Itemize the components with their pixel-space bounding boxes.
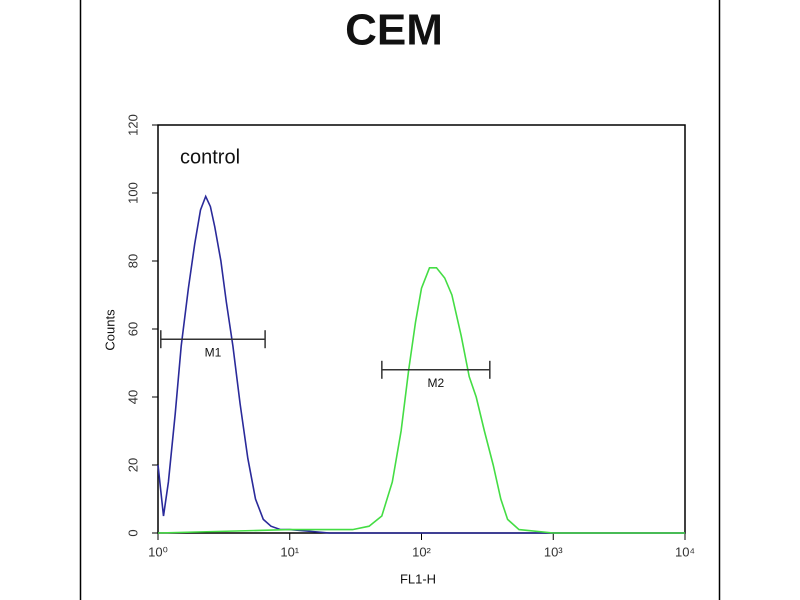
annotation: control [180,146,240,168]
x-tick-label: 10⁰ [148,544,168,559]
y-tick-label: 100 [125,182,140,204]
y-tick-label: 80 [125,254,140,268]
y-tick-label: 40 [125,390,140,404]
y-axis-label: Counts [102,309,117,351]
chart-title: CEM [345,6,443,55]
x-tick-label: 10³ [544,544,563,559]
y-tick-label: 0 [125,529,140,536]
x-tick-label: 10⁴ [675,544,695,559]
marker-label: M2 [427,376,444,390]
series-line [157,194,685,534]
y-tick-label: 60 [125,322,140,336]
marker-label: M1 [205,345,222,359]
x-tick-label: 10² [412,544,431,559]
x-tick-label: 10¹ [280,544,299,559]
y-tick-label: 120 [125,114,140,136]
x-axis-label: FL1-H [400,571,436,586]
plot-frame [157,124,686,534]
series-line [157,267,685,534]
y-tick-label: 20 [125,458,140,472]
